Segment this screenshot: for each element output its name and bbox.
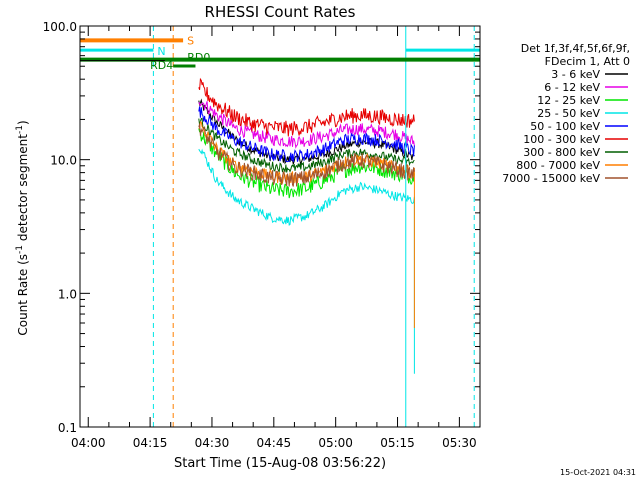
legend-entry-label: 25 - 50 keV bbox=[537, 107, 600, 120]
x-tick-label: 04:15 bbox=[133, 436, 168, 450]
footer-date: 15-Oct-2021 04:31 bbox=[560, 468, 636, 477]
attenuator-label: S bbox=[187, 34, 194, 47]
legend-entry-label: 800 - 7000 keV bbox=[516, 159, 600, 172]
y-tick-label: 100.0 bbox=[43, 20, 77, 34]
series-line-2 bbox=[198, 128, 415, 199]
series-line-4 bbox=[198, 106, 415, 163]
plot-frame bbox=[79, 25, 481, 428]
y-tick-label: 10.0 bbox=[50, 154, 77, 168]
x-tick-label: 04:45 bbox=[257, 436, 292, 450]
x-tick-label: 04:00 bbox=[71, 436, 106, 450]
legend: Det 1f,3f,4f,5f,6f,9f, FDecim 1, Att 0 3… bbox=[502, 42, 630, 185]
series-line-5 bbox=[198, 77, 415, 137]
plot-lines bbox=[198, 77, 415, 374]
legend-entry-label: 100 - 300 keV bbox=[523, 133, 600, 146]
night-label: N bbox=[157, 45, 165, 58]
legend-entry-label: 7000 - 15000 keV bbox=[502, 172, 600, 185]
legend-entry-label: 6 - 12 keV bbox=[544, 81, 600, 94]
series-line-8 bbox=[198, 123, 415, 187]
chart-title: RHESSI Count Rates bbox=[205, 3, 356, 21]
x-tick-label: 05:00 bbox=[318, 436, 353, 450]
legend-entry-label: 50 - 100 keV bbox=[530, 120, 600, 133]
legend-header-1: Det 1f,3f,4f,5f,6f,9f, bbox=[521, 42, 630, 55]
y-tick-label: 1.0 bbox=[58, 287, 77, 301]
y-axis-label: Count Rate (s-1 detector segment-1) bbox=[15, 120, 30, 335]
x-tick-label: 05:15 bbox=[380, 436, 415, 450]
x-tick-label: 05:30 bbox=[442, 436, 477, 450]
legend-entry-label: 12 - 25 keV bbox=[537, 94, 600, 107]
y-tick-label: 0.1 bbox=[58, 421, 77, 435]
legend-header-2: FDecim 1, Att 0 bbox=[545, 55, 630, 68]
axes: 0.1 1.0 10.0 100.0 04:00 04:15 04:30 04:45 05:00… bbox=[43, 20, 480, 450]
x-axis-label: Start Time (15-Aug-08 03:56:22) bbox=[174, 456, 386, 471]
series-line-3 bbox=[198, 148, 415, 374]
series-line-1 bbox=[198, 101, 415, 149]
rd0-label: RD0 bbox=[187, 51, 210, 64]
legend-entry-label: 300 - 800 keV bbox=[523, 146, 600, 159]
x-tick-label: 04:30 bbox=[195, 436, 230, 450]
rd4-label: RD4 bbox=[150, 59, 173, 72]
legend-entry-label: 3 - 6 keV bbox=[551, 68, 600, 81]
